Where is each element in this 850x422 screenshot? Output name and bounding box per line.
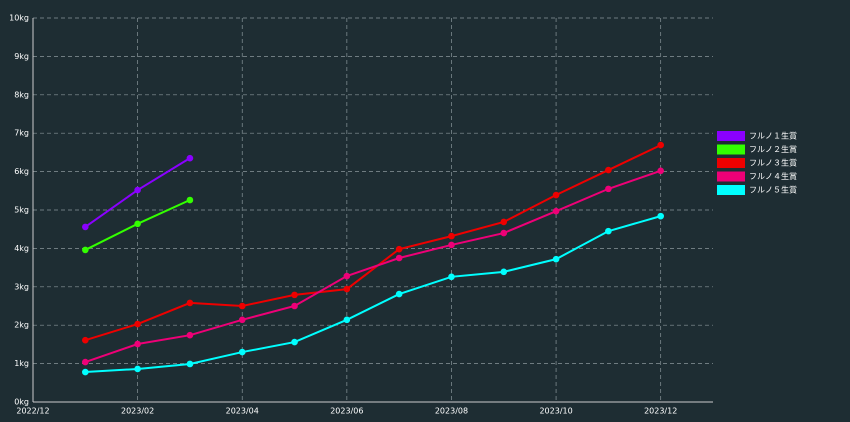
data-point — [238, 302, 246, 310]
y-tick-label: 6kg — [14, 167, 29, 176]
data-point — [82, 368, 89, 376]
x-tick-label: 2023/06 — [330, 407, 363, 416]
data-point — [657, 212, 664, 220]
data-point — [186, 196, 194, 204]
data-point — [134, 186, 141, 194]
data-point — [605, 185, 612, 193]
y-tick-label: 4kg — [14, 244, 29, 253]
data-point — [605, 227, 612, 235]
y-tick-label: 0kg — [14, 398, 29, 407]
y-tick-label: 2kg — [14, 321, 29, 330]
data-point — [500, 218, 508, 226]
data-point — [500, 229, 508, 237]
series-line — [85, 215, 661, 374]
data-point — [82, 336, 89, 344]
y-tick-label: 3kg — [14, 282, 29, 291]
x-tick-label: 2022/12 — [16, 407, 49, 416]
series-line — [85, 144, 662, 342]
legend-label: フルノ５生賞 — [749, 185, 797, 195]
y-tick-label: 1kg — [14, 359, 29, 368]
data-point — [395, 245, 403, 253]
y-tick-label: 9kg — [14, 52, 29, 61]
data-point — [552, 255, 560, 263]
data-point — [186, 331, 194, 339]
data-point — [291, 302, 298, 310]
y-tick-label: 8kg — [14, 90, 29, 99]
legend-swatch — [717, 171, 745, 182]
data-point — [291, 291, 298, 299]
data-point — [186, 154, 194, 162]
data-point — [343, 285, 351, 293]
legend-label: フルノ２生賞 — [749, 144, 797, 154]
data-point — [82, 358, 89, 366]
data-point — [343, 272, 351, 280]
y-tick-label: 7kg — [14, 129, 29, 138]
data-point — [395, 254, 403, 262]
data-point — [238, 348, 246, 356]
x-tick-label: 2023/02 — [121, 407, 154, 416]
data-point — [134, 365, 141, 373]
legend-swatch — [717, 131, 745, 141]
legend-swatch — [717, 185, 745, 195]
data-point — [134, 340, 141, 348]
y-tick-label: 5kg — [14, 206, 29, 215]
data-point — [186, 360, 194, 368]
legend-label: フルノ４生賞 — [749, 171, 797, 181]
legend-label: フルノ１生賞 — [749, 131, 797, 141]
data-point — [552, 191, 560, 199]
legend-swatch — [717, 158, 745, 168]
data-point — [448, 232, 455, 240]
data-point — [134, 320, 141, 328]
data-point — [395, 290, 403, 298]
x-tick-label: 2023/12 — [644, 407, 677, 416]
x-tick-label: 2023/10 — [539, 407, 572, 416]
data-point — [605, 166, 612, 174]
data-point — [134, 220, 141, 228]
legend-label: フルノ３生賞 — [749, 158, 797, 168]
data-point — [657, 141, 664, 149]
series-line — [84, 169, 662, 364]
x-tick-label: 2023/04 — [226, 407, 259, 416]
data-point — [238, 316, 246, 324]
x-tick-label: 2023/08 — [435, 407, 468, 416]
data-point — [448, 273, 455, 281]
data-point — [186, 299, 194, 307]
data-point — [552, 207, 560, 215]
data-point — [657, 167, 664, 175]
data-point — [448, 241, 455, 249]
data-point — [291, 338, 298, 346]
data-point — [500, 268, 508, 276]
y-tick-label: 10kg — [9, 14, 29, 23]
legend-swatch — [717, 144, 745, 155]
data-point — [343, 316, 351, 324]
data-point — [82, 223, 89, 231]
data-point — [82, 246, 89, 254]
